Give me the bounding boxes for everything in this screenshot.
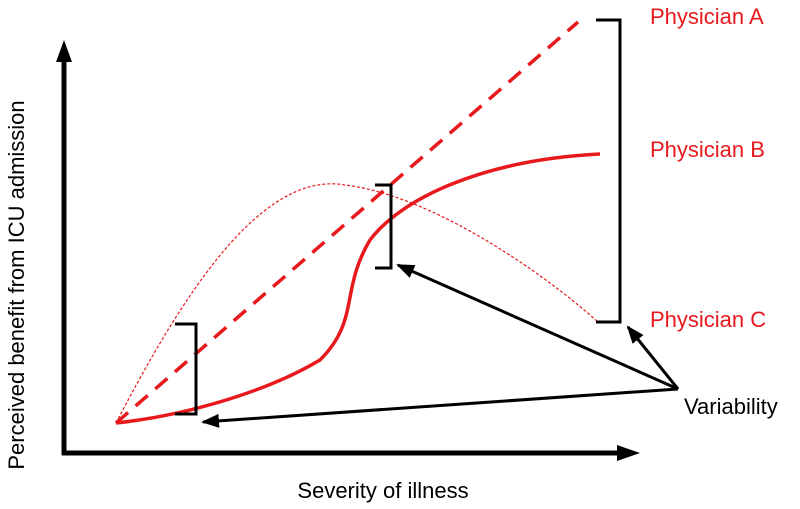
arrow-to-bracket-left [201,387,679,428]
curve-physician-c [115,183,599,424]
label-physician-c: Physician C [650,307,766,332]
curve-physician-b [115,152,601,425]
label-physician-a: Physician A [650,4,764,29]
arrow-to-bracket-middle [396,263,679,391]
curve-physician-a [114,20,580,425]
y-axis-arrowhead [56,40,72,62]
bracket-middle [375,183,393,270]
label-variability: Variability [684,394,778,419]
x-axis-title: Severity of illness [297,478,468,503]
bracket-left [175,322,198,416]
label-physician-b: Physician B [650,137,765,162]
x-axis-arrowhead [617,445,640,461]
bracket-right [596,18,622,324]
arrow-to-bracket-right [626,325,680,390]
y-axis-title: Perceived benefit from ICU admission [4,100,29,469]
